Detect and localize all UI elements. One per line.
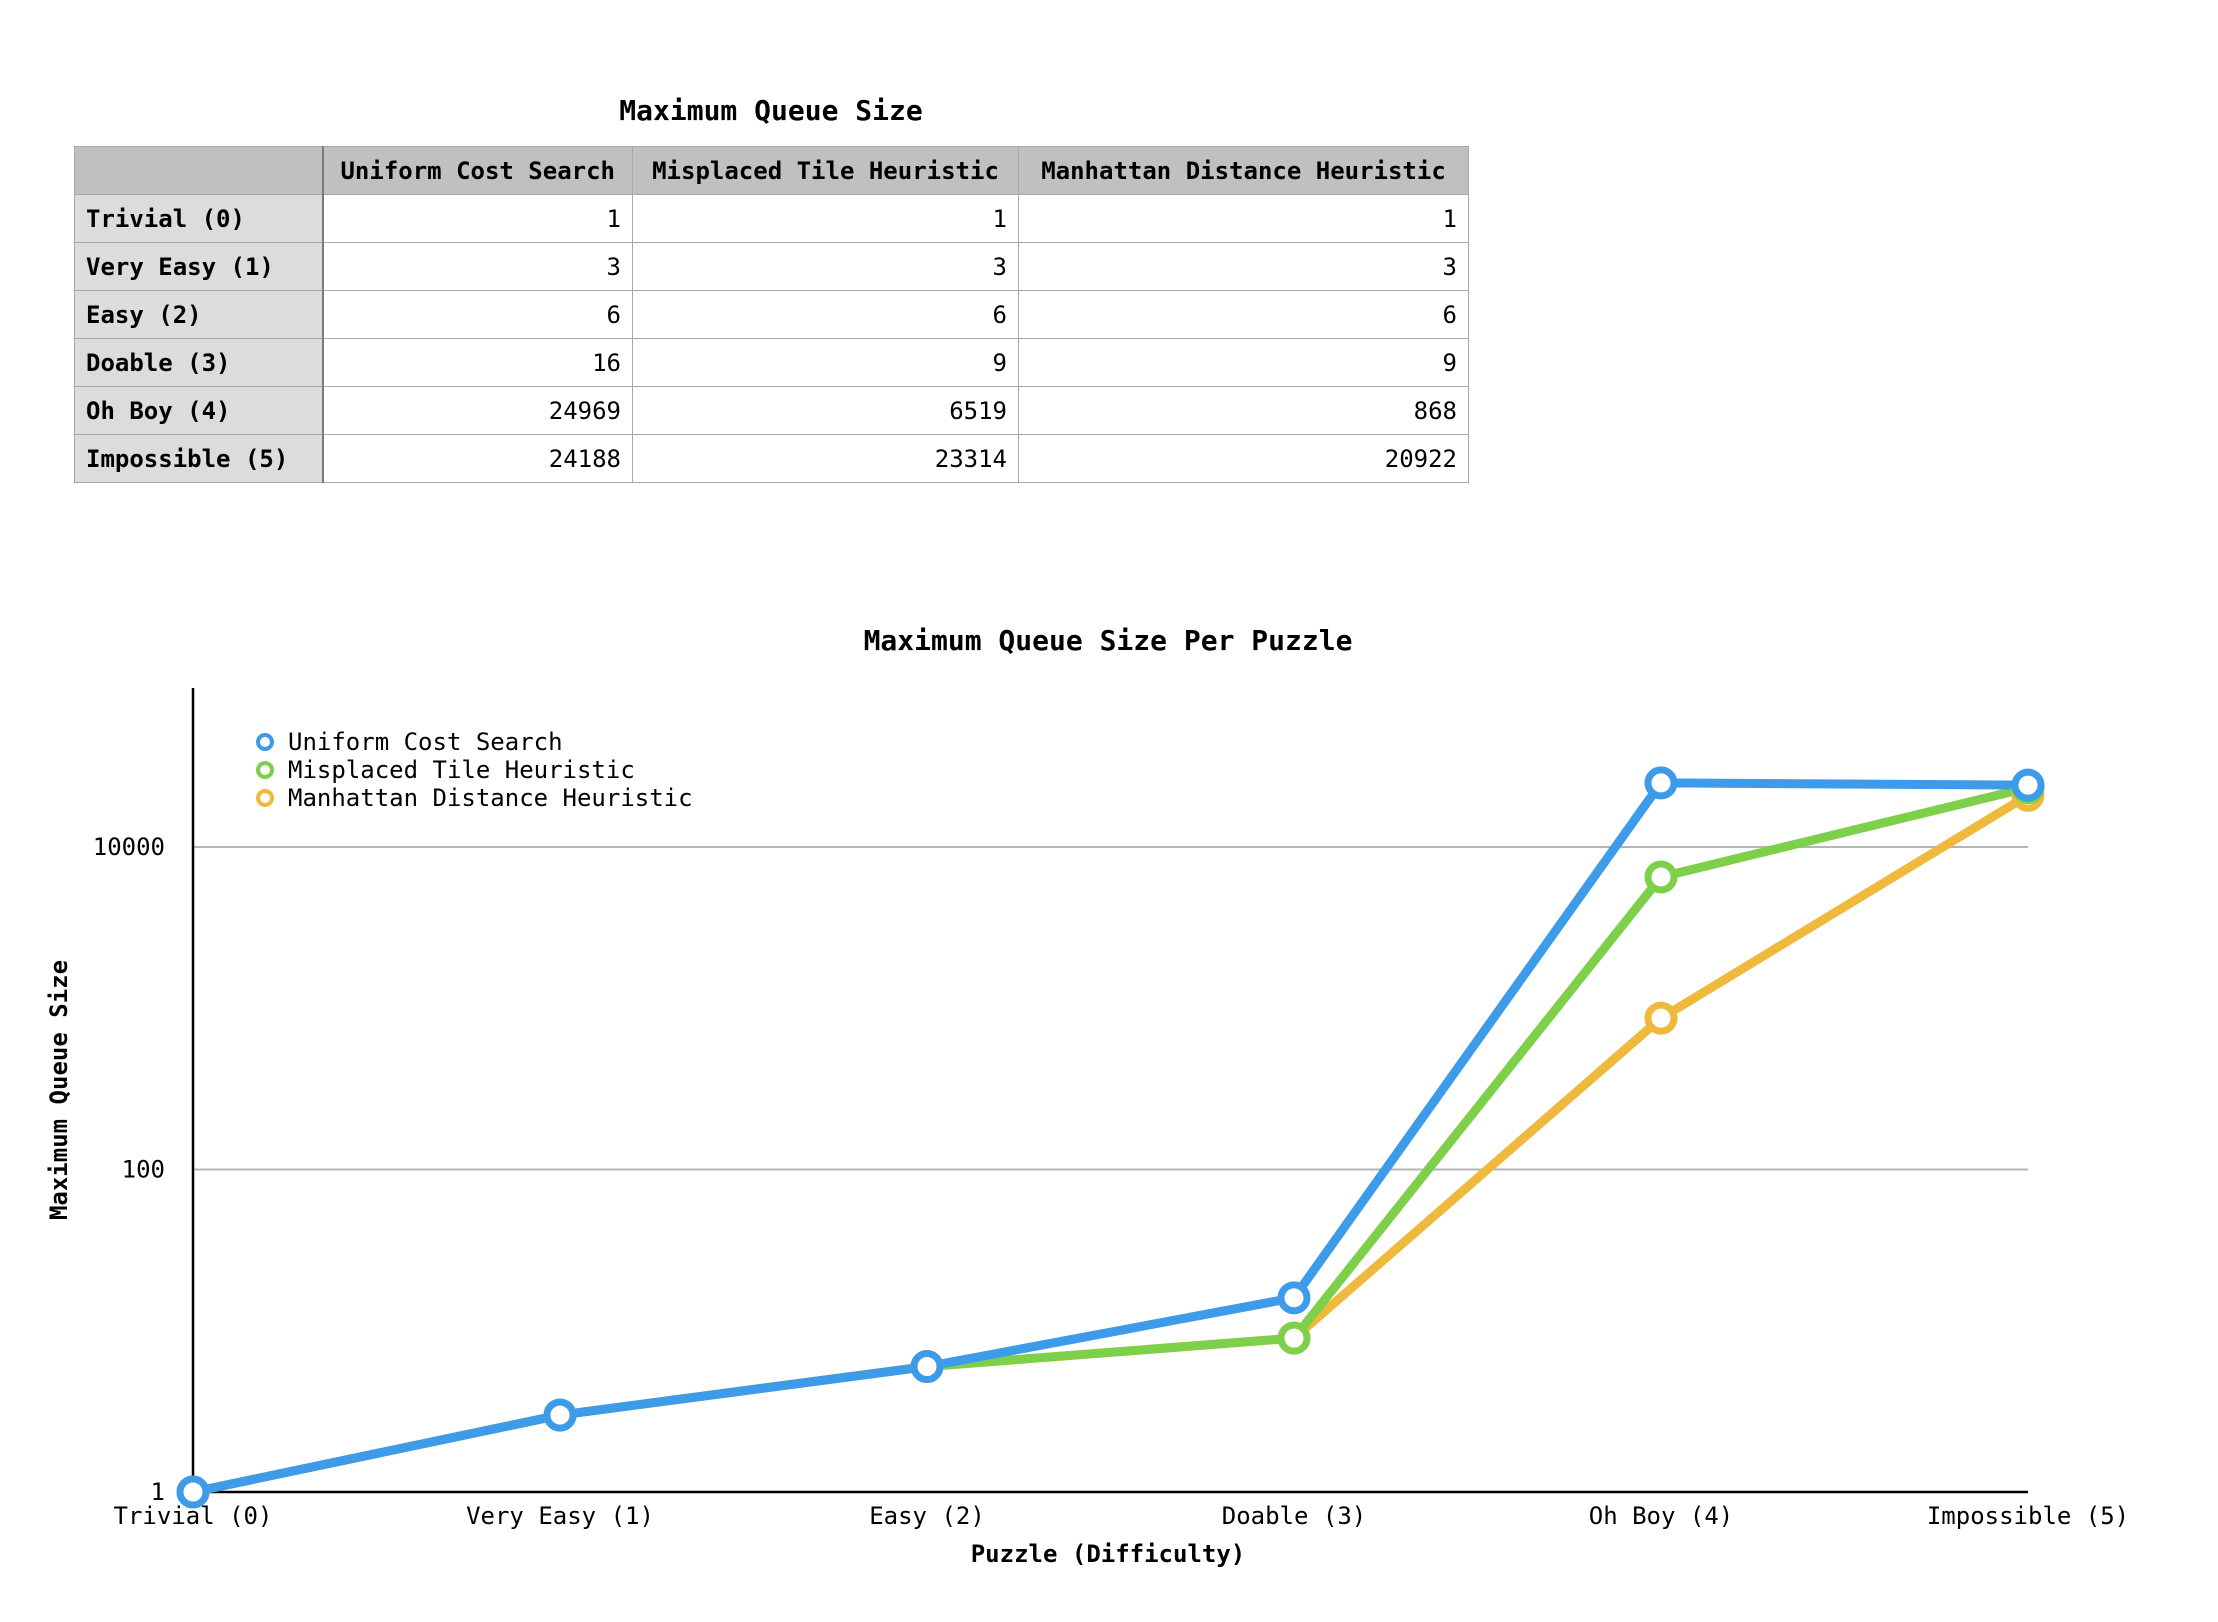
legend-marker — [256, 761, 274, 779]
table-cell: 3 — [1018, 242, 1469, 291]
data-point — [543, 1398, 577, 1432]
chart-title: Maximum Queue Size Per Puzzle — [864, 624, 1353, 657]
x-tick-label: Doable (3) — [1222, 1502, 1367, 1530]
legend-marker — [256, 789, 274, 807]
y-tick-labels: 1 100 10000 — [93, 833, 165, 1506]
row-label: Very Easy (1) — [74, 242, 324, 291]
data-point — [1644, 766, 1678, 800]
x-axis-label: Puzzle (Difficulty) — [971, 1540, 1246, 1568]
y-tick-label: 100 — [122, 1156, 165, 1184]
table-cell: 6519 — [632, 386, 1019, 435]
table-cell: 6 — [1018, 290, 1469, 339]
x-tick-label: Very Easy (1) — [466, 1502, 654, 1530]
row-label: Doable (3) — [74, 338, 324, 387]
table-cell: 20922 — [1018, 434, 1469, 483]
series-lines — [188, 778, 2033, 1497]
table-cell: 24188 — [322, 434, 633, 483]
data-point — [1644, 1001, 1678, 1035]
x-tick-label: Easy (2) — [869, 1502, 985, 1530]
column-header-ucs: Uniform Cost Search — [322, 146, 633, 195]
data-point — [2011, 768, 2045, 802]
row-label: Easy (2) — [74, 290, 324, 339]
line-chart: Maximum Queue Size Per Puzzle 110010000 … — [45, 624, 2130, 1568]
data-point — [1644, 860, 1678, 894]
series-line — [188, 790, 2033, 1497]
table-cell: 24969 — [322, 386, 633, 435]
table-row: Very Easy (1) 3 3 3 — [74, 242, 1469, 291]
column-header-manhattan: Manhattan Distance Heuristic — [1018, 146, 1469, 195]
y-tick-label: 10000 — [93, 833, 165, 861]
table-row: Trivial (0) 1 1 1 — [74, 194, 1469, 243]
table-header-row: Uniform Cost Search Misplaced Tile Heuri… — [74, 146, 1469, 195]
table-row: Easy (2) 6 6 6 — [74, 290, 1469, 339]
table-cell: 16 — [322, 338, 633, 387]
y-axis-label: Maximum Queue Size — [45, 960, 73, 1220]
column-header-misplaced: Misplaced Tile Heuristic — [632, 146, 1019, 195]
queue-size-table: Uniform Cost Search Misplaced Tile Heuri… — [74, 146, 1469, 483]
table-cell: 3 — [322, 242, 633, 291]
row-label: Impossible (5) — [74, 434, 324, 483]
table-cell: 1 — [322, 194, 633, 243]
row-label: Oh Boy (4) — [74, 386, 324, 435]
table-cell: 1 — [1018, 194, 1469, 243]
row-label: Trivial (0) — [74, 194, 324, 243]
table-cell: 23314 — [632, 434, 1019, 483]
table-corner-cell — [74, 146, 324, 195]
data-point — [1277, 1281, 1311, 1315]
table-cell: 6 — [632, 290, 1019, 339]
table-cell: 1 — [632, 194, 1019, 243]
x-tick-label: Impossible (5) — [1927, 1502, 2129, 1530]
y-tick-label: 1 — [151, 1478, 165, 1506]
table-cell: 3 — [632, 242, 1019, 291]
table-cell: 9 — [632, 338, 1019, 387]
table-title: Maximum Queue Size — [619, 94, 923, 127]
axes — [191, 688, 2028, 1494]
series-markers — [176, 766, 2045, 1509]
table-cell: 6 — [322, 290, 633, 339]
table-row: Oh Boy (4) 24969 6519 868 — [74, 386, 1469, 435]
series-line — [188, 783, 2033, 1497]
x-tick-label: Oh Boy (4) — [1589, 1502, 1734, 1530]
data-point — [1277, 1321, 1311, 1355]
table-cell: 868 — [1018, 386, 1469, 435]
legend-label: Uniform Cost Search — [288, 728, 563, 756]
legend-label: Manhattan Distance Heuristic — [288, 784, 693, 812]
data-point — [176, 1475, 210, 1509]
table-row: Doable (3) 16 9 9 — [74, 338, 1469, 387]
series-line — [188, 778, 2033, 1497]
table-row: Impossible (5) 24188 23314 20922 — [74, 434, 1469, 483]
table-cell: 9 — [1018, 338, 1469, 387]
legend-marker — [256, 733, 274, 751]
grid-lines — [193, 846, 2028, 1171]
legend-label: Misplaced Tile Heuristic — [288, 756, 635, 784]
x-tick-labels: Trivial (0) Very Easy (1) Easy (2) Doable (… — [114, 1502, 2130, 1530]
data-point — [910, 1350, 944, 1384]
